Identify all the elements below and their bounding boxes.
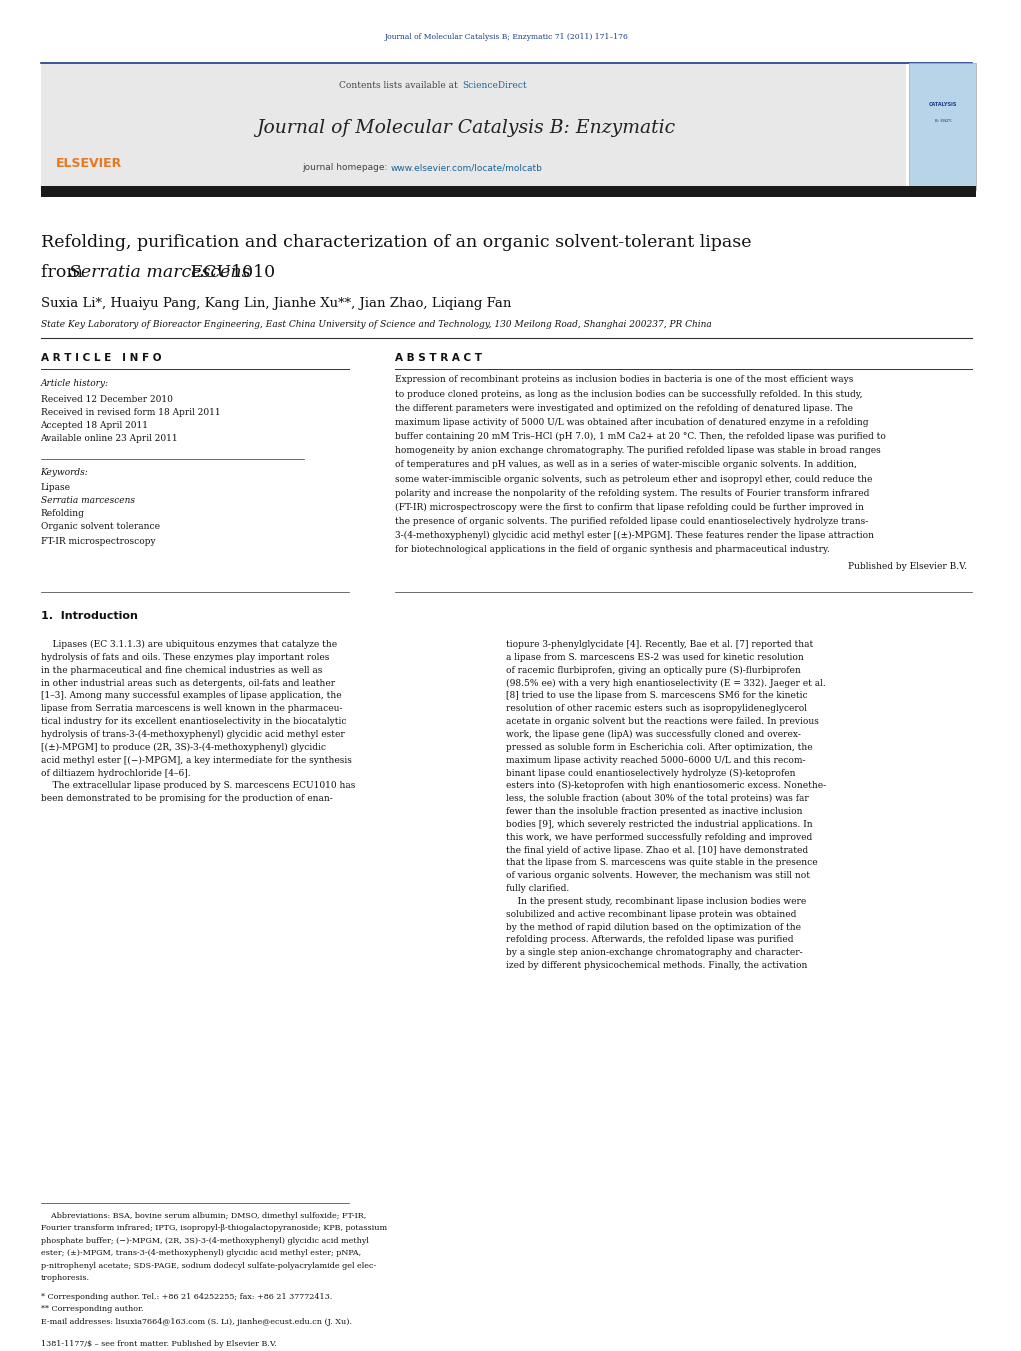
Text: Expression of recombinant proteins as inclusion bodies in bacteria is one of the: Expression of recombinant proteins as in… [395,376,854,385]
Text: homogeneity by anion exchange chromatography. The purified refolded lipase was s: homogeneity by anion exchange chromatogr… [395,446,881,455]
Text: ized by different physicochemical methods. Finally, the activation: ized by different physicochemical method… [506,961,808,970]
Text: CATALYSIS: CATALYSIS [929,103,957,107]
Text: a lipase from S. marcescens ES-2 was used for kinetic resolution: a lipase from S. marcescens ES-2 was use… [506,653,805,662]
Text: Contents lists available at: Contents lists available at [339,81,460,89]
Text: [8] tried to use the lipase from S. marcescens SM6 for the kinetic: [8] tried to use the lipase from S. marc… [506,692,808,700]
Text: 3-(4-methoxyphenyl) glycidic acid methyl ester [(±)-MPGM]. These features render: 3-(4-methoxyphenyl) glycidic acid methyl… [395,531,874,540]
Text: been demonstrated to be promising for the production of enan-: been demonstrated to be promising for th… [41,794,332,804]
Text: Keywords:: Keywords: [41,469,88,477]
Text: acetate in organic solvent but the reactions were failed. In previous: acetate in organic solvent but the react… [506,717,819,727]
Text: In the present study, recombinant lipase inclusion bodies were: In the present study, recombinant lipase… [506,897,807,907]
Text: for biotechnological applications in the field of organic synthesis and pharmace: for biotechnological applications in the… [395,546,830,554]
Text: Lipases (EC 3.1.1.3) are ubiquitous enzymes that catalyze the: Lipases (EC 3.1.1.3) are ubiquitous enzy… [41,640,337,650]
Text: Fourier transform infrared; IPTG, isopropyl-β-thiogalactopyranoside; KPB, potass: Fourier transform infrared; IPTG, isopro… [41,1224,387,1232]
Text: that the lipase from S. marcescens was quite stable in the presence: that the lipase from S. marcescens was q… [506,858,818,867]
Text: 1.  Introduction: 1. Introduction [41,611,138,621]
Text: bodies [9], which severely restricted the industrial applications. In: bodies [9], which severely restricted th… [506,820,813,830]
Text: fully clarified.: fully clarified. [506,884,570,893]
Text: maximum lipase activity reached 5000–6000 U/L and this recom-: maximum lipase activity reached 5000–600… [506,755,806,765]
Text: buffer containing 20 mM Tris–HCl (pH 7.0), 1 mM Ca2+ at 20 °C. Then, the refolde: buffer containing 20 mM Tris–HCl (pH 7.0… [395,432,886,442]
Text: Accepted 18 April 2011: Accepted 18 April 2011 [41,422,148,431]
Text: this work, we have performed successfully refolding and improved: this work, we have performed successfull… [506,832,813,842]
Text: the final yield of active lipase. Zhao et al. [10] have demonstrated: the final yield of active lipase. Zhao e… [506,846,809,855]
Text: work, the lipase gene (lipA) was successfully cloned and overex-: work, the lipase gene (lipA) was success… [506,730,801,739]
Text: to produce cloned proteins, as long as the inclusion bodies can be successfully : to produce cloned proteins, as long as t… [395,389,863,399]
Text: Lipase: Lipase [41,482,70,492]
Text: Article history:: Article history: [41,380,108,388]
Text: ** Corresponding author.: ** Corresponding author. [41,1305,143,1313]
Text: A R T I C L E   I N F O: A R T I C L E I N F O [41,353,161,362]
Text: ECU1010: ECU1010 [186,263,276,281]
Text: ester; (±)-MPGM, trans-3-(4-methoxyphenyl) glycidic acid methyl ester; pNPA,: ester; (±)-MPGM, trans-3-(4-methoxypheny… [41,1250,360,1258]
Text: A B S T R A C T: A B S T R A C T [395,353,482,362]
Text: Organic solvent tolerance: Organic solvent tolerance [41,523,159,531]
Text: Refolding, purification and characterization of an organic solvent-tolerant lipa: Refolding, purification and characteriza… [41,234,751,251]
Text: p-nitrophenyl acetate; SDS-PAGE, sodium dodecyl sulfate-polyacrylamide gel elec-: p-nitrophenyl acetate; SDS-PAGE, sodium … [41,1262,376,1270]
Bar [41,186,976,196]
Text: some water-immiscible organic solvents, such as petroleum ether and isopropyl et: some water-immiscible organic solvents, … [395,474,872,484]
Text: Available online 23 April 2011: Available online 23 April 2011 [41,435,178,443]
Text: in other industrial areas such as detergents, oil-fats and leather: in other industrial areas such as deterg… [41,678,335,688]
Text: lipase from Serratia marcescens is well known in the pharmaceu-: lipase from Serratia marcescens is well … [41,704,342,713]
Text: Refolding: Refolding [41,509,85,519]
Text: binant lipase could enantioselectively hydrolyze (S)-ketoprofen: binant lipase could enantioselectively h… [506,769,796,778]
Text: by a single step anion-exchange chromatography and character-: by a single step anion-exchange chromato… [506,948,804,958]
Text: Published by Elsevier B.V.: Published by Elsevier B.V. [848,562,967,571]
Text: of racemic flurbiprofen, giving an optically pure (S)-flurbiprofen: of racemic flurbiprofen, giving an optic… [506,666,801,676]
Text: the presence of organic solvents. The purified refolded lipase could enantiosele: the presence of organic solvents. The pu… [395,517,868,526]
Text: journal homepage:: journal homepage: [301,163,390,172]
Text: Journal of Molecular Catalysis B: Enzymatic: Journal of Molecular Catalysis B: Enzyma… [256,119,676,138]
Text: by the method of rapid dilution based on the optimization of the: by the method of rapid dilution based on… [506,923,801,932]
Text: esters into (S)-ketoprofen with high enantiosomeric excess. Nonethe-: esters into (S)-ketoprofen with high ena… [506,781,827,790]
Text: 1381-1177/$ – see front matter. Published by Elsevier B.V.: 1381-1177/$ – see front matter. Publishe… [41,1340,277,1348]
Text: the different parameters were investigated and optimized on the refolding of den: the different parameters were investigat… [395,404,853,413]
Text: in the pharmaceutical and fine chemical industries as well as: in the pharmaceutical and fine chemical … [41,666,322,674]
Text: ScienceDirect: ScienceDirect [461,81,527,89]
Text: [1–3]. Among many successful examples of lipase application, the: [1–3]. Among many successful examples of… [41,692,341,700]
Text: resolution of other racemic esters such as isopropylideneglycerol: resolution of other racemic esters such … [506,704,808,713]
Text: Abbreviations: BSA, bovine serum albumin; DMSO, dimethyl sulfoxide; FT-IR,: Abbreviations: BSA, bovine serum albumin… [41,1212,366,1220]
Text: from: from [41,263,88,281]
Text: [(±)-MPGM] to produce (2R, 3S)-3-(4-methoxyphenyl) glycidic: [(±)-MPGM] to produce (2R, 3S)-3-(4-meth… [41,743,326,753]
Text: maximum lipase activity of 5000 U/L was obtained after incubation of denatured e: maximum lipase activity of 5000 U/L was … [395,417,869,427]
Text: E-mail addresses: lisuxia7664@163.com (S. Li), jianhe@ecust.edu.cn (J. Xu).: E-mail addresses: lisuxia7664@163.com (S… [41,1317,351,1325]
Text: of diltiazem hydrochloride [4–6].: of diltiazem hydrochloride [4–6]. [41,769,190,778]
Text: less, the soluble fraction (about 30% of the total proteins) was far: less, the soluble fraction (about 30% of… [506,794,810,804]
Text: phosphate buffer; (−)-MPGM, (2R, 3S)-3-(4-methoxyphenyl) glycidic acid methyl: phosphate buffer; (−)-MPGM, (2R, 3S)-3-(… [41,1236,369,1244]
Text: Serratia marcescens: Serratia marcescens [68,263,250,281]
Text: refolding process. Afterwards, the refolded lipase was purified: refolding process. Afterwards, the refol… [506,935,794,944]
Text: Suxia Li*, Huaiyu Pang, Kang Lin, Jianhe Xu**, Jian Zhao, Liqiang Fan: Suxia Li*, Huaiyu Pang, Kang Lin, Jianhe… [41,297,510,311]
Bar [910,63,976,190]
Text: B: ENZY.: B: ENZY. [934,119,952,123]
Text: fewer than the insoluble fraction presented as inactive inclusion: fewer than the insoluble fraction presen… [506,807,803,816]
Text: of various organic solvents. However, the mechanism was still not: of various organic solvents. However, th… [506,871,811,881]
Text: (98.5% ee) with a very high enantioselectivity (E = 332). Jaeger et al.: (98.5% ee) with a very high enantioselec… [506,678,826,688]
Text: www.elsevier.com/locate/molcatb: www.elsevier.com/locate/molcatb [391,163,543,172]
Text: Received in revised form 18 April 2011: Received in revised form 18 April 2011 [41,408,221,417]
Text: Journal of Molecular Catalysis B; Enzymatic 71 (2011) 171–176: Journal of Molecular Catalysis B; Enzyma… [385,32,628,41]
Text: (FT-IR) microspectroscopy were the first to confirm that lipase refolding could : (FT-IR) microspectroscopy were the first… [395,503,864,512]
Text: polarity and increase the nonpolarity of the refolding system. The results of Fo: polarity and increase the nonpolarity of… [395,489,869,497]
Text: Received 12 December 2010: Received 12 December 2010 [41,394,173,404]
Text: tical industry for its excellent enantioselectivity in the biocatalytic: tical industry for its excellent enantio… [41,717,346,727]
Text: solubilized and active recombinant lipase protein was obtained: solubilized and active recombinant lipas… [506,909,796,919]
Text: ELSEVIER: ELSEVIER [56,157,121,170]
Bar [41,63,907,190]
Text: acid methyl ester [(−)-MPGM], a key intermediate for the synthesis: acid methyl ester [(−)-MPGM], a key inte… [41,755,351,765]
Text: trophoresis.: trophoresis. [41,1274,90,1282]
Text: hydrolysis of fats and oils. These enzymes play important roles: hydrolysis of fats and oils. These enzym… [41,653,329,662]
Text: of temperatures and pH values, as well as in a series of water-miscible organic : of temperatures and pH values, as well a… [395,461,857,469]
Text: hydrolysis of trans-3-(4-methoxyphenyl) glycidic acid methyl ester: hydrolysis of trans-3-(4-methoxyphenyl) … [41,730,344,739]
Text: Serratia marcescens: Serratia marcescens [41,496,135,505]
Text: The extracellular lipase produced by S. marcescens ECU1010 has: The extracellular lipase produced by S. … [41,781,355,790]
Text: FT-IR microspectroscopy: FT-IR microspectroscopy [41,536,155,546]
Text: pressed as soluble form in Escherichia coli. After optimization, the: pressed as soluble form in Escherichia c… [506,743,813,753]
Text: tiopure 3-phenylglycidate [4]. Recently, Bae et al. [7] reported that: tiopure 3-phenylglycidate [4]. Recently,… [506,640,814,648]
Text: State Key Laboratory of Bioreactor Engineering, East China University of Science: State Key Laboratory of Bioreactor Engin… [41,320,712,330]
Text: * Corresponding author. Tel.: +86 21 64252255; fax: +86 21 37772413.: * Corresponding author. Tel.: +86 21 642… [41,1293,332,1301]
